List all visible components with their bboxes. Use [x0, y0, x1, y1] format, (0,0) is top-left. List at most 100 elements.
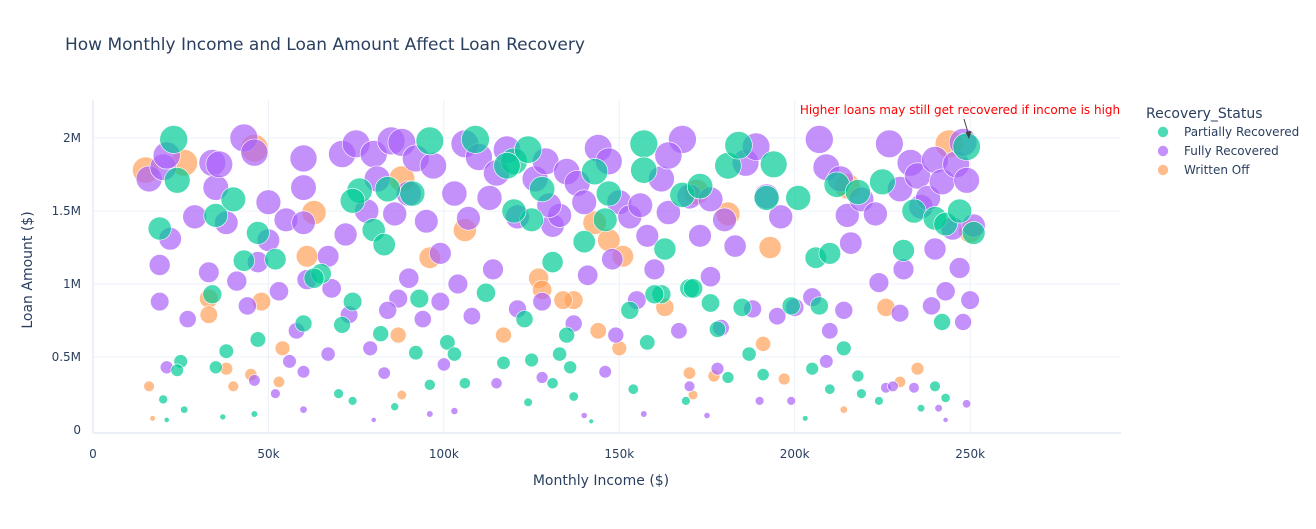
data-point[interactable] [219, 413, 227, 421]
data-point[interactable] [568, 391, 579, 402]
data-point[interactable] [755, 335, 771, 352]
data-point[interactable] [232, 249, 255, 272]
data-point[interactable] [839, 405, 848, 414]
data-point[interactable] [441, 180, 468, 207]
data-point[interactable] [378, 300, 398, 320]
data-point[interactable] [916, 404, 926, 413]
data-point[interactable] [819, 354, 834, 369]
data-point[interactable] [170, 363, 184, 377]
data-point[interactable] [732, 297, 752, 317]
data-point[interactable] [529, 176, 556, 203]
data-point[interactable] [723, 234, 747, 258]
data-point[interactable] [753, 185, 780, 211]
data-point[interactable] [759, 150, 788, 179]
data-point[interactable] [863, 201, 888, 227]
data-point[interactable] [703, 412, 711, 419]
data-point[interactable] [343, 292, 363, 312]
data-point[interactable] [436, 357, 451, 372]
data-point[interactable] [150, 292, 170, 312]
data-point[interactable] [447, 273, 469, 295]
data-point[interactable] [220, 186, 247, 213]
data-point[interactable] [202, 284, 223, 305]
data-point[interactable] [372, 325, 390, 343]
data-point[interactable] [581, 158, 609, 186]
data-point[interactable] [255, 189, 282, 215]
data-point[interactable] [218, 343, 234, 359]
data-point[interactable] [299, 405, 308, 414]
data-point[interactable] [824, 383, 836, 395]
data-point[interactable] [934, 404, 943, 413]
data-point[interactable] [869, 168, 896, 196]
data-point[interactable] [758, 236, 782, 259]
data-point[interactable] [246, 221, 270, 245]
data-point[interactable] [768, 204, 794, 230]
data-point[interactable] [960, 290, 980, 310]
data-point[interactable] [700, 293, 720, 313]
data-point[interactable] [834, 300, 854, 320]
data-point[interactable] [589, 322, 607, 340]
data-point[interactable] [942, 416, 949, 423]
data-point[interactable] [627, 192, 653, 218]
data-point[interactable] [627, 383, 639, 395]
data-point[interactable] [291, 210, 316, 235]
data-point[interactable] [532, 292, 552, 312]
data-point[interactable] [303, 267, 325, 289]
data-point[interactable] [630, 156, 658, 184]
data-point[interactable] [461, 125, 490, 154]
data-point[interactable] [390, 402, 400, 412]
data-point[interactable] [910, 362, 925, 376]
data-point[interactable] [143, 380, 155, 392]
data-point[interactable] [462, 307, 481, 326]
data-point[interactable] [682, 366, 696, 380]
data-point[interactable] [289, 144, 318, 173]
data-point[interactable] [429, 242, 452, 265]
data-point[interactable] [524, 352, 539, 368]
data-point[interactable] [272, 375, 285, 388]
data-point[interactable] [821, 322, 839, 340]
data-point[interactable] [209, 360, 223, 375]
data-point[interactable] [688, 224, 712, 248]
data-point[interactable] [399, 180, 426, 207]
data-point[interactable] [952, 132, 981, 161]
data-point[interactable] [571, 189, 597, 215]
data-point[interactable] [708, 320, 726, 338]
data-point[interactable] [887, 380, 899, 392]
data-point[interactable] [333, 222, 358, 247]
data-point[interactable] [182, 204, 207, 230]
data-point[interactable] [721, 371, 735, 384]
data-point[interactable] [754, 396, 765, 406]
data-point[interactable] [947, 198, 973, 224]
data-point[interactable] [572, 230, 596, 254]
legend-item[interactable]: Fully Recovered [1157, 144, 1279, 158]
data-point[interactable] [785, 185, 812, 211]
data-point[interactable] [450, 407, 459, 415]
data-point[interactable] [856, 388, 867, 399]
data-point[interactable] [802, 415, 809, 422]
data-point[interactable] [777, 372, 791, 386]
data-point[interactable] [908, 382, 920, 394]
data-point[interactable] [501, 198, 527, 224]
data-point[interactable] [296, 365, 311, 379]
data-point[interactable] [178, 310, 197, 329]
data-point[interactable] [148, 254, 171, 276]
data-point[interactable] [644, 284, 665, 305]
data-point[interactable] [953, 167, 980, 194]
data-point[interactable] [377, 366, 391, 380]
data-point[interactable] [419, 152, 447, 180]
data-point[interactable] [413, 310, 432, 329]
data-point[interactable] [250, 410, 258, 418]
data-point[interactable] [149, 415, 156, 422]
data-point[interactable] [347, 396, 358, 406]
data-point[interactable] [415, 126, 444, 156]
data-point[interactable] [874, 396, 884, 406]
data-point[interactable] [426, 410, 434, 418]
data-point[interactable] [929, 380, 941, 392]
data-point[interactable] [163, 416, 170, 423]
data-point[interactable] [558, 326, 576, 344]
data-point[interactable] [439, 334, 456, 351]
data-point[interactable] [248, 374, 261, 387]
data-point[interactable] [786, 396, 796, 406]
data-point[interactable] [768, 307, 787, 326]
data-point[interactable] [552, 346, 567, 362]
data-point[interactable] [523, 397, 533, 407]
